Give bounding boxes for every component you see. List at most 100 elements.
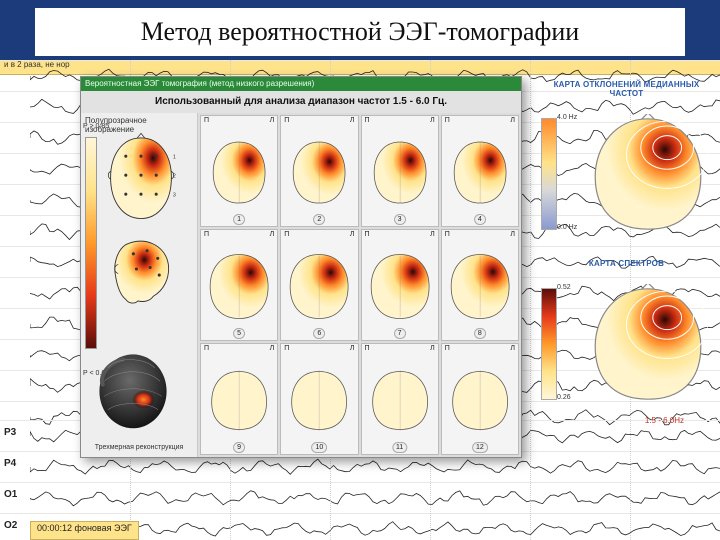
slice-number: 1 (233, 214, 245, 225)
slice-svg (362, 116, 438, 226)
colorbar-top-label: P > 0.85 (83, 123, 109, 130)
panel-greenbar: Вероятностная ЭЭГ томография (метод низк… (81, 77, 521, 91)
freq-colorbar (541, 118, 557, 230)
panel-header: Использованный для анализа диапазон част… (81, 91, 521, 114)
spec-range-label: 1.5 - 6.0Hz (645, 416, 684, 425)
channel-label: P3 (4, 427, 16, 438)
head-side-outline[interactable] (103, 231, 179, 307)
slide-title: Метод вероятностной ЭЭГ-томографии (141, 17, 579, 47)
slice-left-letter: Л (430, 117, 435, 124)
slide-title-bar: Метод вероятностной ЭЭГ-томографии (35, 8, 685, 56)
svg-text:3: 3 (173, 192, 176, 198)
slice-right-letter: П (284, 231, 289, 238)
freq-head-map[interactable] (588, 114, 708, 234)
spec-colorbar (541, 288, 557, 400)
slice-number: 7 (394, 328, 406, 339)
right-maps-panel: КАРТА ОТКЛОНЕНИЙ МЕДИАННЫХ ЧАСТОТ 4.0 Hz… (539, 78, 714, 415)
eeg-wave (30, 483, 720, 513)
brain-slice[interactable]: П Л 1 (200, 115, 278, 227)
brain-slice[interactable]: П Л 4 (441, 115, 519, 227)
slice-left-letter: Л (270, 117, 275, 124)
slice-left-letter: Л (350, 117, 355, 124)
slice-right-letter: П (204, 231, 209, 238)
brain-slice[interactable]: П Л 11 (361, 343, 439, 455)
slice-svg (201, 230, 277, 340)
slice-left-letter: Л (270, 345, 275, 352)
slice-number: 8 (474, 328, 486, 339)
spec-map-title: КАРТА СПЕКТРОВ (539, 259, 714, 268)
slice-number: 12 (472, 442, 488, 453)
svg-text:2: 2 (173, 173, 176, 179)
slice-right-letter: П (445, 231, 450, 238)
slice-number: 2 (313, 214, 325, 225)
slice-right-letter: П (365, 231, 370, 238)
brain-slice[interactable]: П Л 6 (280, 229, 358, 341)
render3d-label: Трехмерная реконструкция (87, 444, 191, 451)
slice-right-letter: П (445, 117, 450, 124)
slice-svg (281, 344, 357, 454)
slice-number: 3 (394, 214, 406, 225)
slice-right-letter: П (284, 345, 289, 352)
channel-label: O2 (4, 520, 17, 531)
slide: Метод вероятностной ЭЭГ-томографии и в 2… (0, 0, 720, 540)
brain-slice[interactable]: П Л 5 (200, 229, 278, 341)
freq-cbar-top: 4.0 Hz (557, 114, 577, 121)
spec-cbar-bot: 0.26 (557, 394, 571, 401)
channel-label: O1 (4, 489, 17, 500)
slice-left-letter: Л (350, 231, 355, 238)
svg-text:1: 1 (173, 154, 176, 160)
slice-svg (201, 344, 277, 454)
slice-right-letter: П (204, 345, 209, 352)
freq-map-block: 4.0 Hz 0.0 Hz (539, 100, 714, 255)
freq-cbar-bot: 0.0 Hz (557, 224, 577, 231)
probability-colorbar (85, 137, 97, 349)
spec-map-block: 0.52 0.26 1.5 - 6.0Hz (539, 270, 714, 425)
app-area: и в 2 раза, не нор P3P4O1O2 00:00:12 фон… (0, 60, 720, 540)
status-strip: 00:00:12 фоновая ЭЭГ (30, 521, 139, 540)
panel-body: Полупрозрачное изображение P > 0.85 P < … (81, 113, 521, 457)
slice-number: 6 (313, 328, 325, 339)
slice-left-letter: Л (430, 231, 435, 238)
slice-svg (201, 116, 277, 226)
slice-left-letter: Л (510, 231, 515, 238)
slice-number: 9 (233, 442, 245, 453)
spec-head-map[interactable] (588, 284, 708, 404)
slice-right-letter: П (365, 117, 370, 124)
spec-cbar-top: 0.52 (557, 284, 571, 291)
slice-svg (281, 116, 357, 226)
panel-left: Полупрозрачное изображение P > 0.85 P < … (81, 113, 198, 457)
slice-number: 11 (392, 442, 407, 453)
time-gridline (530, 60, 531, 540)
brain-slice[interactable]: П Л 2 (280, 115, 358, 227)
freq-map-title: КАРТА ОТКЛОНЕНИЙ МЕДИАННЫХ ЧАСТОТ (539, 80, 714, 98)
tomography-panel[interactable]: Вероятностная ЭЭГ томография (метод низк… (80, 76, 522, 458)
slice-number: 10 (311, 442, 327, 453)
render-3d[interactable] (87, 351, 179, 435)
slice-svg (442, 230, 518, 340)
slice-left-letter: Л (510, 345, 515, 352)
slice-left-letter: Л (430, 345, 435, 352)
slice-right-letter: П (284, 117, 289, 124)
brain-slice[interactable]: П Л 8 (441, 229, 519, 341)
head-top-outline[interactable]: 1 2 3 (103, 131, 179, 227)
brain-slice[interactable]: П Л 7 (361, 229, 439, 341)
slice-svg (362, 230, 438, 340)
slice-svg (281, 230, 357, 340)
slice-right-letter: П (365, 345, 370, 352)
slice-number: 4 (474, 214, 486, 225)
brain-slice[interactable]: П Л 12 (441, 343, 519, 455)
slice-left-letter: Л (270, 231, 275, 238)
slice-right-letter: П (204, 117, 209, 124)
slice-left-letter: Л (510, 117, 515, 124)
brain-slice[interactable]: П Л 9 (200, 343, 278, 455)
eeg-channel-row: O1 (0, 482, 720, 513)
slice-left-letter: Л (350, 345, 355, 352)
slice-grid: П Л 1 П Л 2 П Л 3 П Л (198, 113, 521, 457)
brain-slice[interactable]: П Л 3 (361, 115, 439, 227)
slice-number: 5 (233, 328, 245, 339)
slice-svg (442, 344, 518, 454)
slice-svg (442, 116, 518, 226)
brain-slice[interactable]: П Л 10 (280, 343, 358, 455)
slice-right-letter: П (445, 345, 450, 352)
slice-svg (362, 344, 438, 454)
